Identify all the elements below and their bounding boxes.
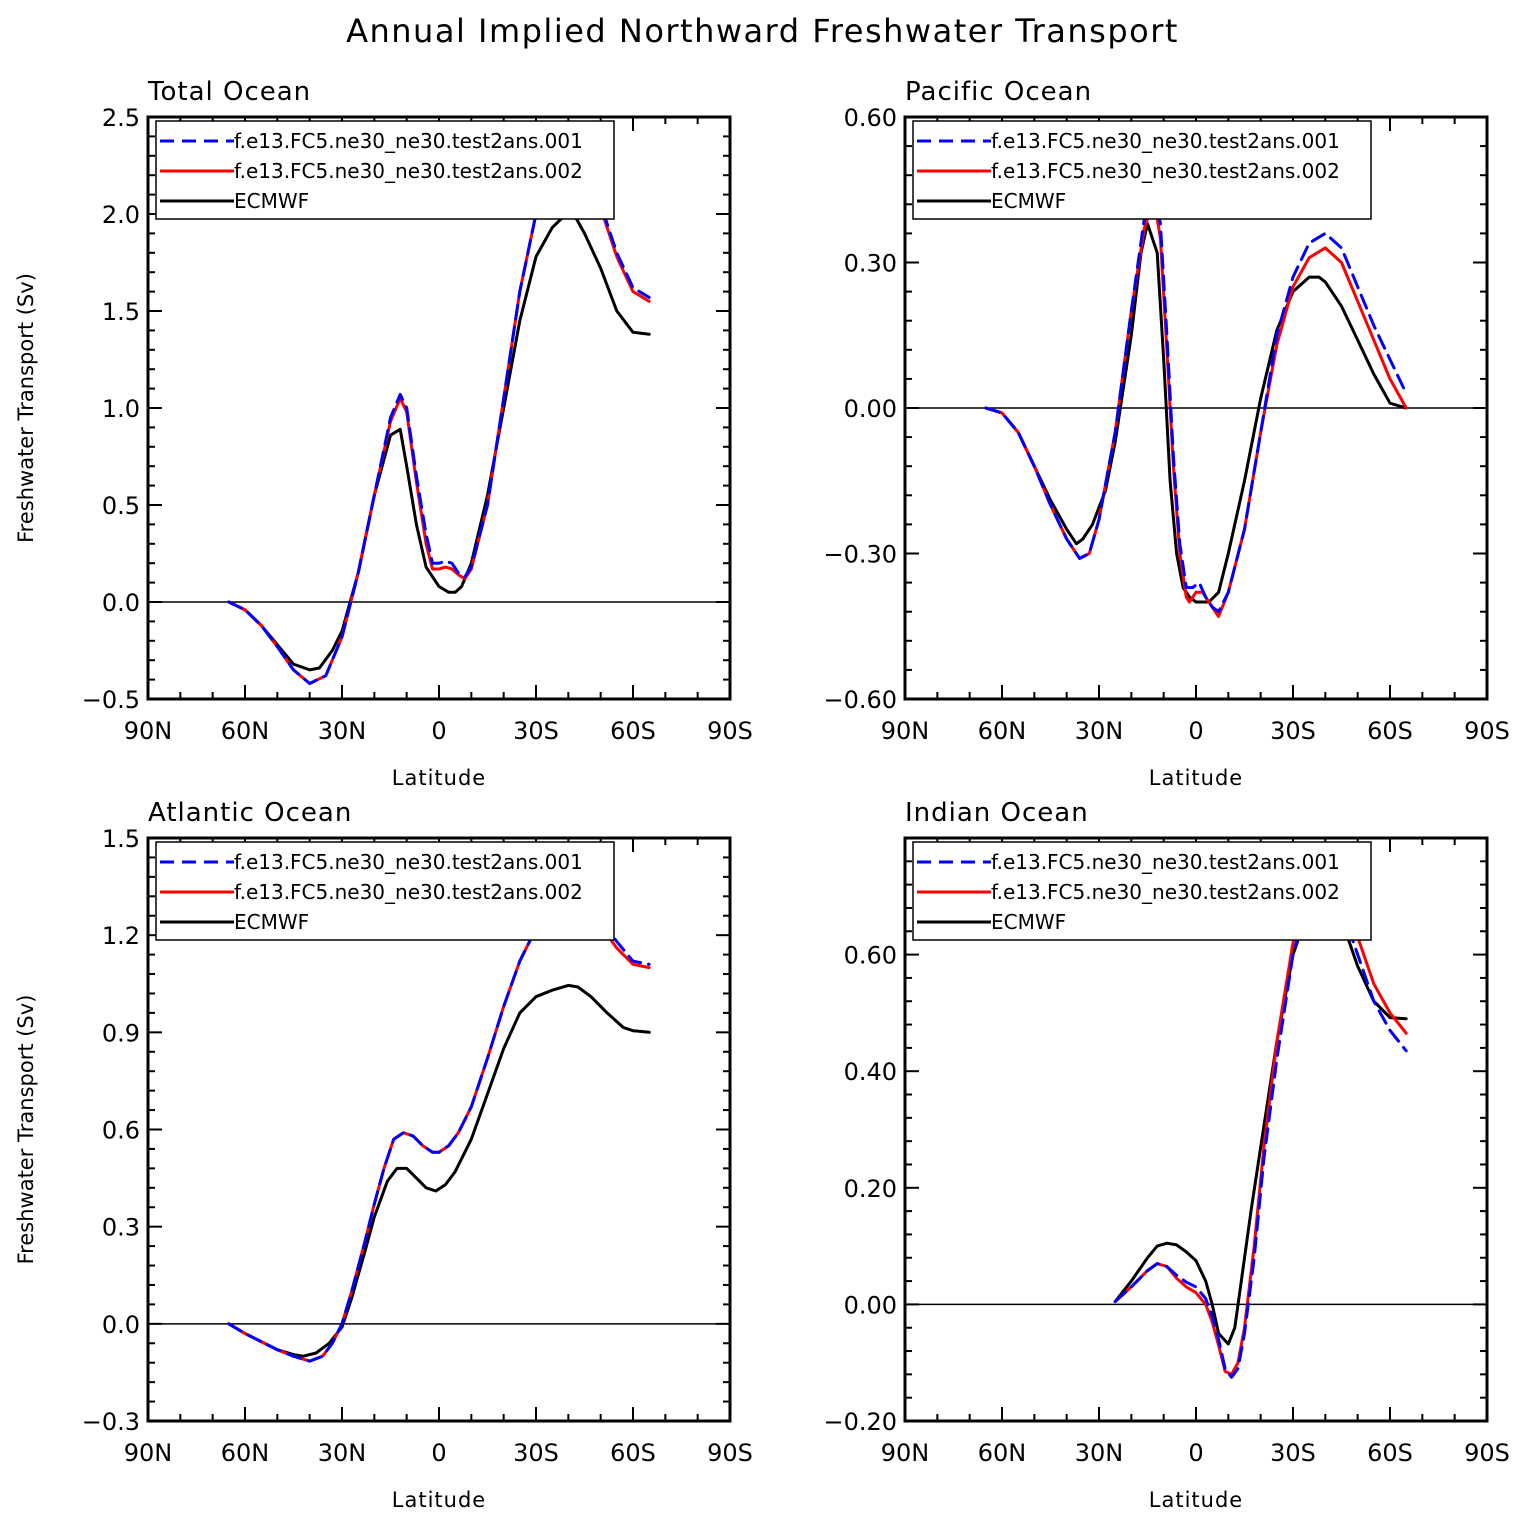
series-line-f-e13-fc5-ne30-ne30-test2ans-002 (227, 898, 651, 1363)
series-line-ecmwf (1113, 891, 1408, 1346)
y-tick-label: 1.5 (102, 825, 140, 853)
y-tick-label: 0.0 (102, 1311, 140, 1339)
x-tick-label: 30N (1075, 717, 1124, 745)
x-tick-label: 60S (1367, 717, 1413, 745)
panel-title: Total Ocean (147, 77, 311, 107)
y-tick-label: 0.3 (102, 1214, 140, 1242)
panel-title: Pacific Ocean (905, 77, 1092, 107)
x-tick-label: 30S (513, 717, 559, 745)
y-tick-label: 0.60 (844, 104, 897, 132)
legend: f.e13.FC5.ne30_ne30.test2ans.001 f.e13.FC… (155, 841, 615, 941)
x-tick-label: 0 (1188, 717, 1203, 745)
legend-label: f.e13.FC5.ne30_ne30.test2ans.001 (991, 850, 1340, 874)
series-line-f-e13-fc5-ne30-ne30-test2ans-001 (984, 183, 1408, 614)
y-tick-label: 1.0 (102, 395, 140, 423)
x-axis-label: Latitude (1149, 1488, 1243, 1512)
x-tick-label: 60S (1367, 1439, 1413, 1467)
x-tick-label: 0 (431, 717, 446, 745)
x-axis-label: Latitude (392, 766, 486, 790)
legend-label: ECMWF (234, 910, 309, 934)
series-line-f-e13-fc5-ne30-ne30-test2ans-001 (227, 891, 651, 1363)
legend-label: ECMWF (991, 189, 1066, 213)
x-tick-label: 30S (513, 1439, 559, 1467)
x-tick-label: 90N (881, 717, 930, 745)
figure-title: Annual Implied Northward Freshwater Tran… (346, 12, 1179, 50)
x-tick-label: 30N (318, 717, 367, 745)
chart-panel-pacific-ocean: Pacific Ocean 90N 60N 30N 0 30S 60S 90S −0.60 −0.… (823, 77, 1509, 790)
chart-panel-atlantic-ocean: Atlantic Ocean 90N 60N 30N 0 30S 60S 90S −0.3 0.0… (14, 798, 753, 1512)
x-tick-label: 90N (124, 1439, 173, 1467)
y-tick-label: 2.5 (102, 104, 140, 132)
x-tick-label: 30S (1270, 1439, 1316, 1467)
x-tick-label: 90N (124, 717, 173, 745)
x-axis-label: Latitude (392, 1488, 486, 1512)
x-tick-label: 60N (978, 717, 1027, 745)
x-tick-label: 60N (221, 1439, 270, 1467)
y-tick-label: 0.40 (844, 1058, 897, 1086)
y-tick-label: 0.6 (102, 1117, 140, 1145)
y-axis-label: Freshwater Transport (Sv) (14, 995, 38, 1265)
legend-label: f.e13.FC5.ne30_ne30.test2ans.002 (234, 159, 583, 183)
y-tick-label: 0.00 (844, 1291, 897, 1319)
y-tick-label: 0.20 (844, 1175, 897, 1203)
legend: f.e13.FC5.ne30_ne30.test2ans.001 f.e13.FC… (155, 120, 615, 220)
legend-label: f.e13.FC5.ne30_ne30.test2ans.002 (991, 880, 1340, 904)
series-line-ecmwf (227, 210, 651, 672)
y-tick-label: 1.5 (102, 298, 140, 326)
x-tick-label: 90N (881, 1439, 930, 1467)
x-tick-label: 0 (1188, 1439, 1203, 1467)
x-tick-label: 30N (1075, 1439, 1124, 1467)
legend: f.e13.FC5.ne30_ne30.test2ans.001 f.e13.FC… (912, 841, 1372, 941)
legend-label: f.e13.FC5.ne30_ne30.test2ans.001 (234, 850, 583, 874)
x-tick-label: 90S (707, 717, 753, 745)
legend-label: f.e13.FC5.ne30_ne30.test2ans.002 (234, 880, 583, 904)
legend-label: f.e13.FC5.ne30_ne30.test2ans.002 (991, 159, 1340, 183)
legend-label: f.e13.FC5.ne30_ne30.test2ans.001 (234, 129, 583, 153)
x-tick-label: 30S (1270, 717, 1316, 745)
y-tick-label: 0.0 (102, 589, 140, 617)
legend-label: ECMWF (991, 910, 1066, 934)
panel-title: Indian Ocean (905, 798, 1089, 828)
x-tick-label: 60S (610, 1439, 656, 1467)
x-tick-label: 90S (707, 1439, 753, 1467)
y-tick-label: 0.30 (844, 250, 897, 278)
y-tick-label: 0.9 (102, 1019, 140, 1047)
chart-panel-total-ocean: Total Ocean 90N 60N 30N 0 30S 60S 90S −0.5 0.0 0.5… (14, 77, 753, 790)
series-line-ecmwf (984, 222, 1408, 604)
y-tick-label: 0.5 (102, 492, 140, 520)
x-tick-label: 0 (431, 1439, 446, 1467)
legend-label: ECMWF (234, 189, 309, 213)
x-tick-label: 60N (978, 1439, 1027, 1467)
chart-panels: Total Ocean 90N 60N 30N 0 30S 60S 90S −0.5 0.0 0.5… (14, 77, 1510, 1512)
chart-panel-indian-ocean: Indian Ocean 90N 60N 30N 0 30S 60S 90S −0.20 0.00… (823, 798, 1509, 1512)
y-tick-label: 0.00 (844, 395, 897, 423)
legend-label: f.e13.FC5.ne30_ne30.test2ans.001 (991, 129, 1340, 153)
y-tick-label: 0.60 (844, 942, 897, 970)
x-tick-label: 60N (221, 717, 270, 745)
x-tick-label: 60S (610, 717, 656, 745)
panel-title: Atlantic Ocean (148, 798, 352, 828)
y-tick-label: −0.5 (82, 686, 140, 714)
y-tick-label: −0.3 (82, 1408, 140, 1436)
x-tick-label: 30N (318, 1439, 367, 1467)
y-tick-label: −0.60 (823, 686, 897, 714)
legend: f.e13.FC5.ne30_ne30.test2ans.001 f.e13.FC… (912, 120, 1372, 220)
x-tick-label: 90S (1464, 1439, 1510, 1467)
y-tick-label: 2.0 (102, 201, 140, 229)
series-line-ecmwf (227, 983, 651, 1358)
x-axis-label: Latitude (1149, 766, 1243, 790)
y-tick-label: −0.30 (823, 541, 897, 569)
x-tick-label: 90S (1464, 717, 1510, 745)
y-tick-label: −0.20 (823, 1408, 897, 1436)
y-tick-label: 1.2 (102, 922, 140, 950)
y-axis-label: Freshwater Transport (Sv) (14, 273, 38, 543)
